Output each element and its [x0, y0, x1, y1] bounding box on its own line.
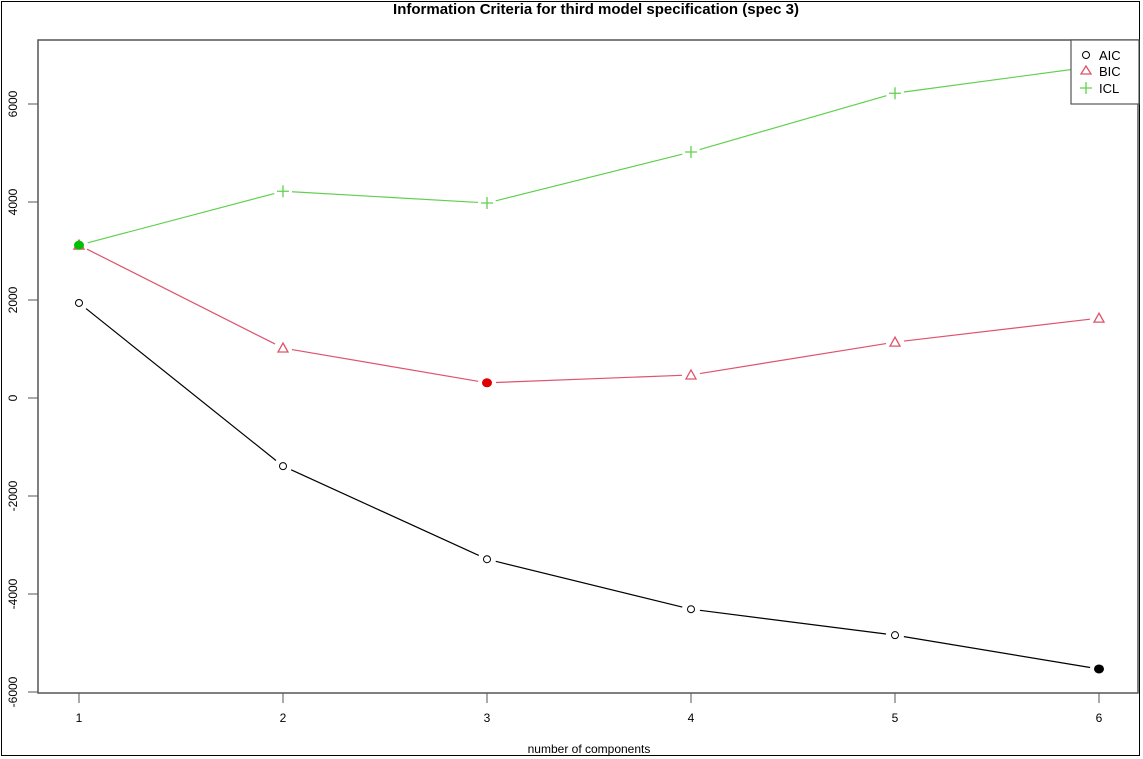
- y-tick-label: -6000: [6, 676, 20, 707]
- y-tick-label: 6000: [6, 90, 20, 117]
- series-line: [699, 609, 887, 635]
- x-axis: 1 2 3 4 5 6: [76, 693, 1103, 725]
- triangle-marker-icon: [276, 341, 290, 353]
- legend-item-icl: ICL: [1080, 81, 1119, 96]
- x-tick-label: 1: [76, 711, 83, 725]
- series-bic: [72, 238, 1106, 388]
- y-tick-label: 2000: [6, 286, 20, 313]
- x-tick-label: 2: [280, 711, 287, 725]
- y-tick-label: -2000: [6, 480, 20, 511]
- y-tick-label: 4000: [6, 188, 20, 215]
- y-tick-label: -4000: [6, 578, 20, 609]
- series-line: [903, 636, 1091, 669]
- series-line: [87, 192, 275, 244]
- legend-item-bic: BIC: [1079, 64, 1121, 79]
- plus-marker-icon: [889, 87, 901, 100]
- chart-title: Information Criteria for third model spe…: [393, 1, 799, 18]
- series-line: [495, 153, 683, 202]
- triangle-marker-icon: [684, 368, 698, 380]
- series-line: [699, 95, 887, 151]
- series-line: [495, 374, 683, 384]
- plus-marker-icon: [1080, 82, 1092, 94]
- series-aic: [75, 298, 1104, 674]
- series-icl: [74, 59, 1105, 250]
- legend-label: BIC: [1099, 64, 1121, 79]
- plot-area: [37, 39, 1139, 694]
- legend-label: AIC: [1099, 48, 1121, 63]
- series-line: [699, 342, 887, 375]
- series-line: [290, 469, 480, 557]
- circle-marker-icon: [1082, 51, 1090, 59]
- series-line: [903, 66, 1091, 93]
- triangle-marker-icon: [1092, 311, 1106, 323]
- series-line: [86, 248, 276, 345]
- best-point-marker: [482, 378, 492, 388]
- plus-marker-icon: [685, 146, 697, 159]
- best-point-marker: [74, 240, 84, 250]
- series-line: [291, 348, 479, 382]
- series-line: [85, 308, 277, 461]
- series-line: [495, 560, 683, 608]
- legend-label: ICL: [1099, 81, 1119, 96]
- plus-marker-icon: [277, 185, 289, 198]
- series-layer: [72, 59, 1106, 674]
- x-axis-label: number of components: [528, 742, 651, 756]
- best-point-marker: [1094, 664, 1104, 674]
- circle-marker-icon: [687, 605, 695, 614]
- x-tick-label: 3: [484, 711, 491, 725]
- circle-marker-icon: [279, 462, 287, 471]
- series-line: [903, 318, 1091, 342]
- x-tick-label: 5: [892, 711, 899, 725]
- legend-item-aic: AIC: [1082, 48, 1121, 63]
- triangle-marker-icon: [888, 335, 902, 347]
- triangle-marker-icon: [1079, 64, 1093, 75]
- x-tick-label: 6: [1096, 711, 1103, 725]
- circle-marker-icon: [891, 631, 899, 640]
- circle-marker-icon: [483, 555, 491, 564]
- y-tick-label: 0: [6, 394, 20, 401]
- series-line: [291, 191, 479, 204]
- legend: AIC BIC ICL: [1070, 39, 1140, 105]
- plus-marker-icon: [481, 196, 493, 209]
- circle-marker-icon: [75, 298, 83, 307]
- x-tick-label: 4: [688, 711, 695, 725]
- y-axis: -6000 -4000 -2000 0 2000 4000 6000: [6, 90, 38, 707]
